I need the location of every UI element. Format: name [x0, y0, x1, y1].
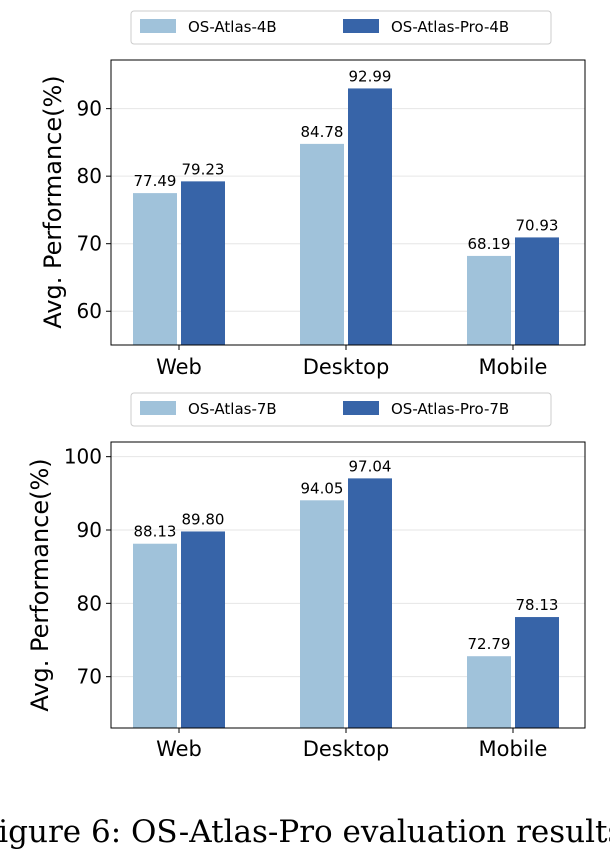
chart-1-legend-frame	[130, 10, 552, 45]
value-label: 94.05	[301, 479, 344, 497]
x-tick-label: Web	[156, 355, 202, 379]
chart-2-legend-swatch-1	[140, 401, 176, 415]
x-tick-label: Desktop	[303, 355, 390, 379]
chart-1-value-labels: 77.49 79.23 84.78 92.99 68.19 70.93	[134, 67, 559, 252]
chart-1-y-axis-label: Avg. Performance(%)	[39, 75, 67, 328]
value-label: 70.93	[516, 216, 559, 234]
x-tick-label: Mobile	[479, 737, 548, 761]
y-tick-label: 90	[77, 97, 102, 121]
bar-desktop-series-1	[300, 143, 344, 345]
x-tick-label: Mobile	[479, 355, 548, 379]
value-label: 72.79	[468, 635, 511, 653]
y-tick-label: 70	[77, 232, 102, 256]
chart-2-y-axis-label: Avg. Performance(%)	[26, 458, 54, 711]
chart-1-y-ticks: 60 70 80 90	[77, 97, 111, 323]
y-tick-label: 90	[77, 518, 102, 542]
y-tick-label: 60	[77, 299, 102, 323]
bar-desktop-series-1	[300, 500, 344, 728]
value-label: 77.49	[134, 172, 177, 190]
chart-2-legend-swatch-2	[343, 401, 379, 415]
bar-desktop-series-2	[348, 478, 392, 728]
chart-2-legend: OS-Atlas-7B OS-Atlas-Pro-7B	[130, 392, 552, 427]
bar-mobile-series-1	[467, 255, 511, 345]
x-tick-label: Web	[156, 737, 202, 761]
chart-2: OS-Atlas-7B OS-Atlas-Pro-7B 88.13 89.80 94…	[26, 392, 586, 761]
chart-2-bars	[133, 478, 559, 728]
chart-1-plot-frame	[110, 59, 586, 346]
y-tick-label: 100	[64, 445, 102, 469]
chart-2-x-ticks: Web Desktop Mobile	[156, 728, 547, 761]
value-label: 79.23	[182, 160, 225, 178]
bar-web-series-1	[133, 193, 177, 345]
chart-1: OS-Atlas-4B OS-Atlas-Pro-4B 77.49 79.23 84…	[39, 10, 586, 379]
chart-1-legend: OS-Atlas-4B OS-Atlas-Pro-4B	[130, 10, 552, 45]
bar-desktop-series-2	[348, 88, 392, 345]
chart-1-legend-swatch-1	[140, 19, 176, 33]
chart-1-legend-swatch-2	[343, 19, 379, 33]
chart-1-legend-label-1: OS-Atlas-4B	[188, 18, 277, 36]
bar-web-series-2	[181, 531, 225, 728]
y-tick-label: 70	[77, 665, 102, 689]
value-label: 84.78	[301, 123, 344, 141]
value-label: 89.80	[182, 510, 225, 528]
chart-2-legend-label-1: OS-Atlas-7B	[188, 400, 277, 418]
value-label: 88.13	[134, 523, 177, 541]
chart-1-bars	[133, 88, 559, 345]
chart-2-value-labels: 88.13 89.80 94.05 97.04 72.79 78.13	[134, 457, 559, 653]
chart-2-y-ticks: 70 80 90 100	[64, 445, 111, 689]
chart-2-legend-frame	[130, 392, 552, 427]
figure-caption: Figure 6: OS-Atlas-Pro evaluation result…	[0, 814, 610, 850]
value-label: 92.99	[349, 67, 392, 85]
chart-2-plot-frame	[110, 441, 586, 729]
bar-mobile-series-2	[515, 617, 559, 728]
chart-1-legend-label-2: OS-Atlas-Pro-4B	[391, 18, 509, 36]
y-tick-label: 80	[77, 164, 102, 188]
bar-mobile-series-1	[467, 656, 511, 728]
y-tick-label: 80	[77, 591, 102, 615]
bar-mobile-series-2	[515, 237, 559, 345]
bar-web-series-1	[133, 543, 177, 728]
value-label: 68.19	[468, 235, 511, 253]
value-label: 78.13	[516, 596, 559, 614]
value-label: 97.04	[349, 457, 392, 475]
chart-1-x-ticks: Web Desktop Mobile	[156, 345, 547, 379]
bar-web-series-2	[181, 181, 225, 345]
chart-2-legend-label-2: OS-Atlas-Pro-7B	[391, 400, 509, 418]
x-tick-label: Desktop	[303, 737, 390, 761]
